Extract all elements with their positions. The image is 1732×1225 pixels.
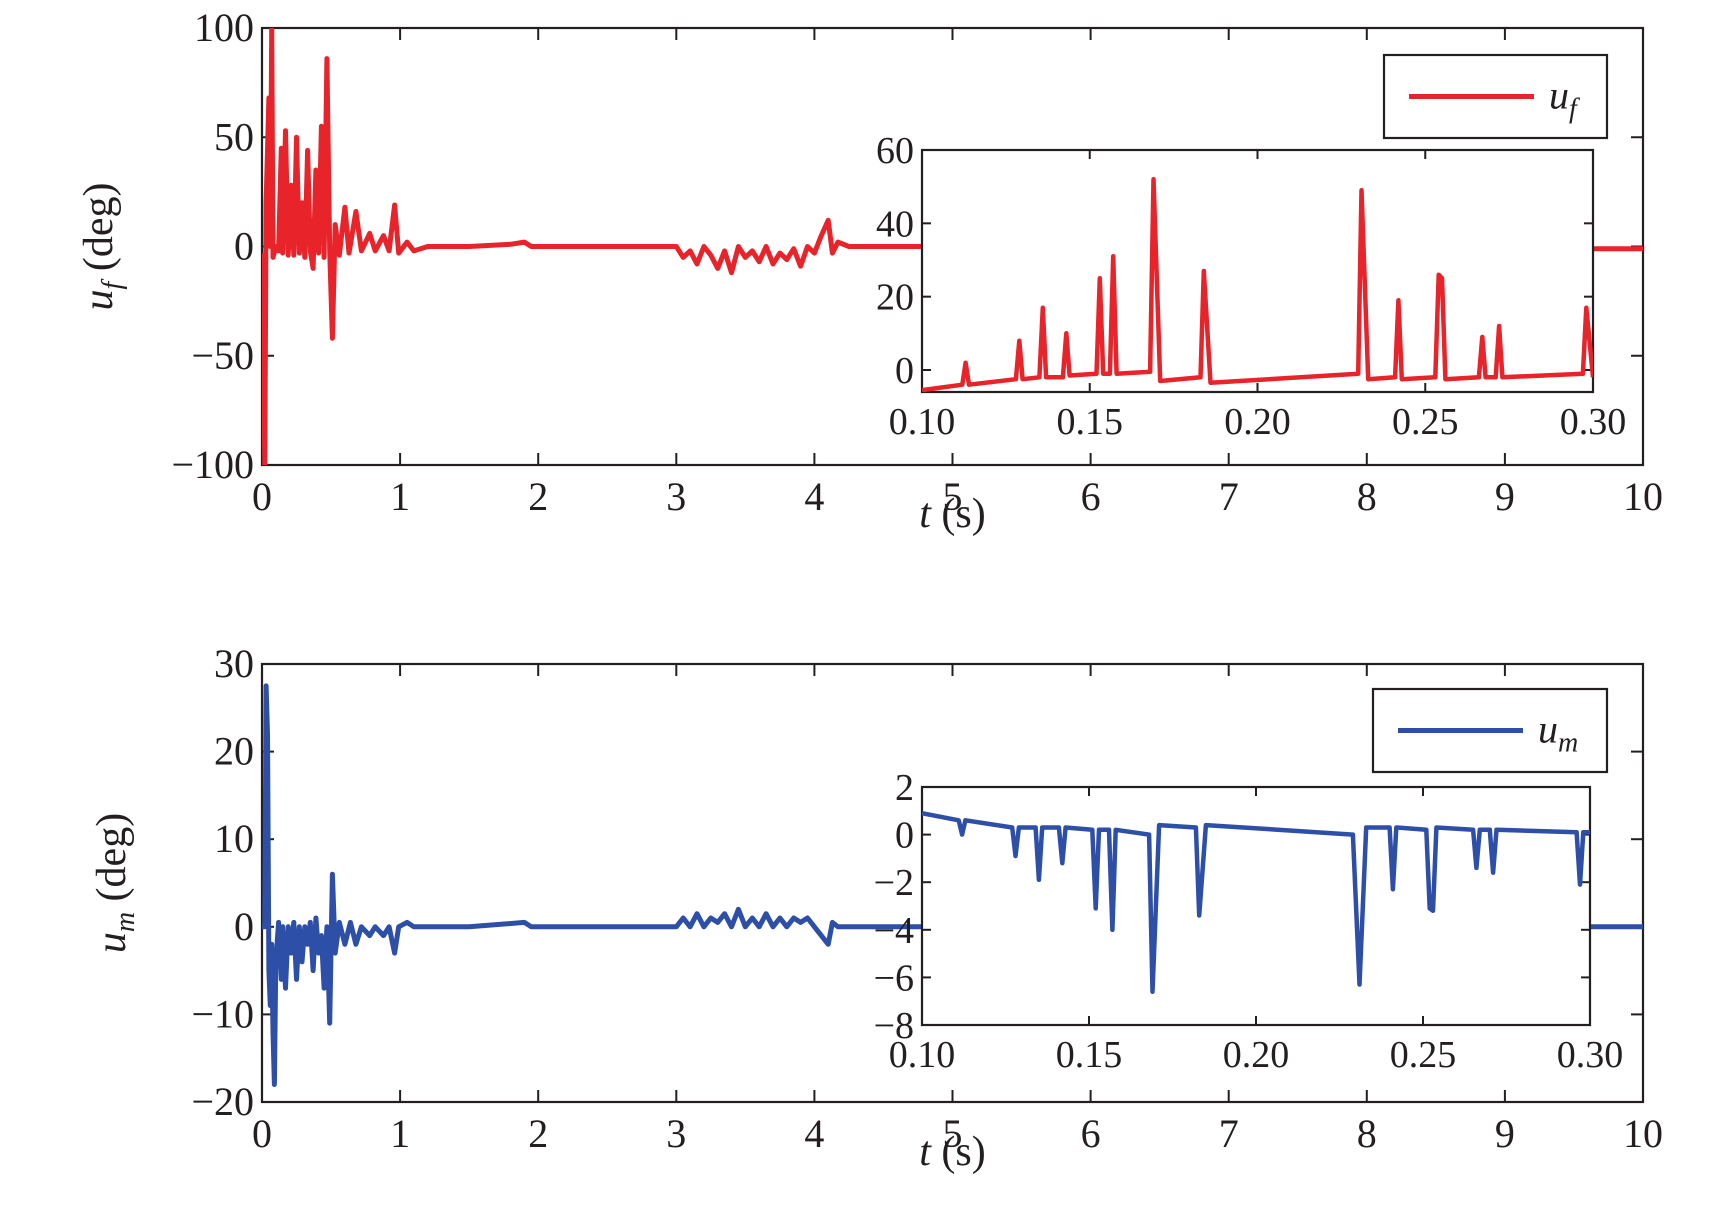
top-main-xtick-label: 1 <box>390 474 410 519</box>
top-main-legend-sub: f <box>1569 94 1580 125</box>
top-inset-xtick-label: 0.25 <box>1392 401 1459 443</box>
bottom-inset-frame <box>920 785 1592 1027</box>
top-inset-chart: 0.10 0.15 0.20 0.25 0.30 60 40 20 0 <box>876 130 1626 443</box>
bottom-inset-xtick-label: 0.20 <box>1223 1034 1290 1076</box>
bottom-inset-ytick-label: −8 <box>874 1005 914 1047</box>
bottom-main-legend-label: um <box>1538 707 1578 759</box>
bottom-main-ytick-label: 10 <box>214 816 254 861</box>
bottom-main-ytick-label: −20 <box>191 1079 254 1124</box>
bottom-inset-ytick-label: −2 <box>874 862 914 904</box>
bottom-main-xtick-label: 6 <box>1081 1111 1101 1156</box>
bottom-main-ytick-label: 20 <box>214 729 254 774</box>
top-inset-series-u_f <box>922 177 1593 392</box>
bottom-main-xtick-label: 10 <box>1623 1111 1663 1156</box>
bottom-inset-ytick-label: −6 <box>874 957 914 999</box>
bottom-main-xlabel: t (s) <box>919 1129 986 1175</box>
bottom-main-xtick-label: 0 <box>252 1111 272 1156</box>
bottom-main-ytick-label: −10 <box>191 991 254 1036</box>
bottom-main-legend: um <box>1371 687 1609 774</box>
bottom-inset-xtick-label: 0.15 <box>1056 1034 1123 1076</box>
bottom-inset-ytick-label: 0 <box>895 815 914 857</box>
top-main-ytick-label: 0 <box>234 224 254 269</box>
bottom-inset-xtick-label: 0.25 <box>1390 1034 1457 1076</box>
bottom-main-ylabel-unit: (deg) <box>89 813 135 912</box>
top-main-legend-var: u <box>1549 73 1569 118</box>
top-inset-ytick-label: 20 <box>876 277 914 319</box>
bottom-main-xlabel-var: t <box>919 1129 932 1175</box>
bottom-main-ylabel: um (deg) <box>89 813 141 953</box>
bottom-main-xtick-label: 8 <box>1357 1111 1377 1156</box>
bottom-main-ylabel-sub: m <box>110 912 141 932</box>
bottom-inset-ytick-label: −4 <box>874 910 914 952</box>
bottom-main-legend-var: u <box>1538 707 1558 752</box>
bottom-inset-ytick-label: 2 <box>895 767 914 809</box>
top-inset-xtick-label: 0.15 <box>1057 401 1124 443</box>
top-inset-ytick-label: 40 <box>876 203 914 245</box>
top-main-xlabel: t (s) <box>919 491 986 537</box>
bottom-main-ylabel-var: u <box>89 932 135 953</box>
top-main-xtick-label: 6 <box>1081 474 1101 519</box>
top-main-xtick-label: 5 <box>943 474 963 519</box>
bottom-inset-chart: 0.10 0.15 0.20 0.25 0.30 2 0 −2 −4 −6 −8 <box>874 767 1624 1076</box>
top-inset-ytick-label: 60 <box>876 130 914 172</box>
bottom-main-ytick-label: 0 <box>234 904 254 949</box>
top-main-xtick-label: 2 <box>528 474 548 519</box>
top-main-xtick-label: 3 <box>666 474 686 519</box>
top-main-xtick-label: 10 <box>1623 474 1663 519</box>
bottom-main-xtick-label: 3 <box>666 1111 686 1156</box>
bottom-main-xtick-label: 9 <box>1495 1111 1515 1156</box>
bottom-inset-series-u_m <box>922 810 1590 994</box>
top-main-ylabel: uf (deg) <box>76 183 128 311</box>
bottom-main-series-u_m <box>262 683 1643 1087</box>
top-inset-xtick-label: 0.20 <box>1224 401 1291 443</box>
bottom-inset-xtick-label: 0.30 <box>1557 1034 1624 1076</box>
bottom-main-xlabel-unit: (s) <box>931 1129 986 1175</box>
top-main-xtick-label: 7 <box>1219 474 1239 519</box>
top-inset-xtick-label: 0.10 <box>889 401 956 443</box>
bottom-main-xtick-label: 1 <box>390 1111 410 1156</box>
top-main-xlabel-unit: (s) <box>931 491 986 537</box>
top-main-ylabel-unit: (deg) <box>76 183 122 282</box>
top-main-xlabel-var: t <box>919 491 932 537</box>
top-main-ytick-label: 100 <box>194 5 254 50</box>
top-main-series-u_f <box>262 28 1643 465</box>
top-main-ylabel-sub: f <box>97 278 128 289</box>
top-main-ytick-label: −100 <box>171 442 254 487</box>
bottom-main-ytick-label: 30 <box>214 641 254 686</box>
bottom-main-legend-sub: m <box>1558 728 1578 759</box>
top-main-legend: uf <box>1382 53 1609 140</box>
bottom-inset-xtick-label: 0.10 <box>889 1034 956 1076</box>
top-inset-xtick-label: 0.30 <box>1560 401 1627 443</box>
top-main-legend-label: uf <box>1549 73 1580 125</box>
bottom-main-xtick-label: 4 <box>804 1111 824 1156</box>
top-main-xtick-label: 8 <box>1357 474 1377 519</box>
top-inset-ytick-label: 0 <box>895 350 914 392</box>
bottom-main-xtick-label: 7 <box>1219 1111 1239 1156</box>
top-main-ylabel-var: u <box>76 289 122 310</box>
top-main-ytick-label: −50 <box>191 333 254 378</box>
top-main-ytick-label: 50 <box>214 114 254 159</box>
top-main-xtick-label: 4 <box>804 474 824 519</box>
bottom-main-xtick-label: 2 <box>528 1111 548 1156</box>
bottom-main-xtick-label: 5 <box>943 1111 963 1156</box>
top-main-xtick-label: 0 <box>252 474 272 519</box>
top-main-xtick-label: 9 <box>1495 474 1515 519</box>
